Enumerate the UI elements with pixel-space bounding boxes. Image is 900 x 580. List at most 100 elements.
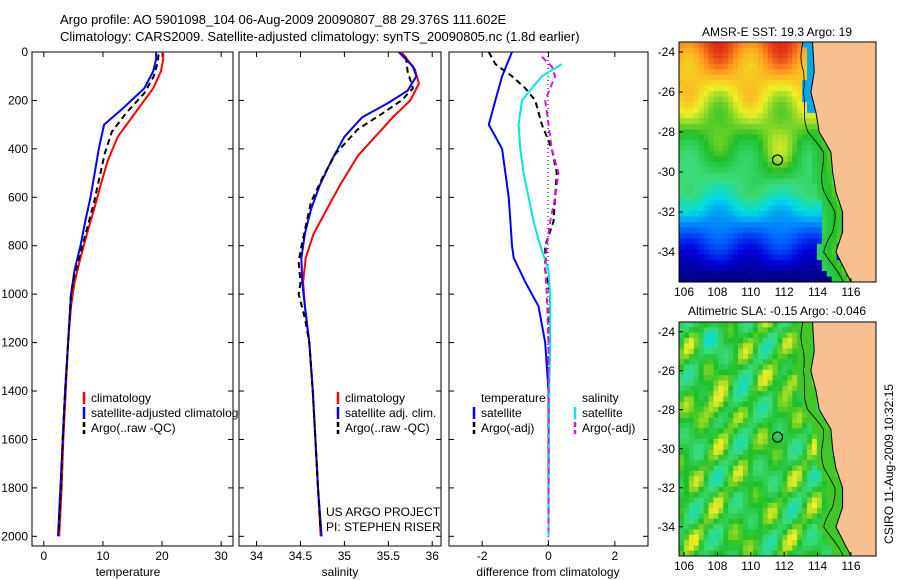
map-cell (683, 391, 690, 398)
map-cell (792, 129, 798, 136)
map-cell (767, 428, 774, 435)
map-cell (807, 85, 813, 92)
map-cell (728, 80, 734, 87)
map-cell (816, 481, 823, 488)
map-cell (802, 243, 808, 250)
map-cell (708, 112, 715, 119)
map-cell (797, 322, 803, 328)
map-cell (772, 353, 779, 360)
map-cell (757, 550, 764, 556)
map-cell (718, 359, 724, 366)
map-cell (718, 178, 724, 185)
map-cell (821, 243, 828, 250)
map-cell (733, 167, 739, 174)
map-cell (693, 332, 700, 339)
map-cell (797, 123, 803, 130)
map-cell (821, 423, 828, 429)
map-cell (777, 129, 784, 136)
map-cell (718, 375, 724, 382)
series-line-0 (487, 52, 550, 537)
map-cell (772, 42, 779, 49)
map-cell (733, 465, 739, 472)
map-cell (811, 222, 818, 229)
map-cell (703, 327, 710, 334)
map-cell (757, 238, 764, 245)
map-cell (743, 96, 749, 103)
map-cell (811, 396, 818, 403)
map-cell (713, 486, 719, 493)
map-cell (708, 497, 715, 504)
map-cell (688, 460, 695, 467)
y-tick-label: -30 (658, 165, 676, 179)
map-cell (757, 540, 764, 546)
y-tick-label: 2000 (1, 529, 28, 543)
map-cell (713, 69, 719, 76)
map-cell (708, 254, 715, 261)
map-cell (718, 211, 724, 218)
map-cell (757, 47, 764, 54)
map-cell (767, 518, 774, 525)
map-cell (688, 359, 695, 366)
map-cell (782, 80, 788, 87)
map-cell (708, 508, 715, 515)
map-cell (762, 433, 769, 440)
map-cell (733, 375, 739, 382)
map-cell (693, 353, 700, 360)
map-cell (802, 497, 808, 504)
map-cell (698, 332, 705, 339)
map-cell (787, 216, 793, 223)
map-cell (708, 332, 715, 339)
map-cell (787, 470, 793, 477)
map-cell (723, 439, 729, 445)
map-cell (708, 167, 715, 174)
map-cell (787, 107, 793, 114)
map-cell (688, 151, 695, 158)
map-cell (762, 249, 769, 256)
map-cell (733, 423, 739, 429)
map-cell (723, 407, 729, 414)
map-cell (723, 364, 729, 371)
map-cell (743, 69, 749, 76)
map-cell (826, 518, 833, 525)
map-cell (698, 232, 705, 239)
map-cell (733, 417, 739, 424)
map-cell (703, 189, 710, 196)
map-cell (782, 518, 788, 525)
map-cell (802, 265, 808, 272)
map-cell (807, 444, 813, 451)
map-cell (683, 243, 690, 250)
map-cell (802, 508, 808, 515)
map-cell (816, 534, 823, 541)
map-cell (797, 167, 803, 174)
map-cell (738, 470, 744, 477)
map-cell (757, 481, 764, 488)
legend-label: Argo(-adj) (481, 421, 534, 435)
map-cell (708, 194, 715, 201)
map-cell (683, 227, 690, 234)
map-cell (703, 550, 710, 556)
map-cell (718, 508, 724, 515)
map-cell (826, 540, 833, 546)
map-cell (797, 364, 803, 371)
map-cell (693, 439, 700, 445)
map-cell (787, 63, 793, 70)
map-cell (738, 465, 744, 472)
map-cell (821, 194, 828, 201)
map-cell (787, 156, 793, 163)
map-cell (767, 348, 774, 355)
map-cell (807, 74, 813, 81)
map-cell (683, 151, 690, 158)
map-cell (797, 401, 803, 408)
map-cell (693, 359, 700, 366)
map-cell (792, 327, 798, 334)
map-cell (767, 52, 774, 59)
map-cell (693, 444, 700, 451)
map-cell (816, 183, 823, 190)
map-cell (821, 238, 828, 245)
map-cell (743, 540, 749, 546)
map-cell (752, 375, 759, 382)
map-cell (757, 534, 764, 541)
map-cell (777, 396, 784, 403)
map-cell (821, 460, 828, 467)
map-cell (811, 107, 818, 114)
